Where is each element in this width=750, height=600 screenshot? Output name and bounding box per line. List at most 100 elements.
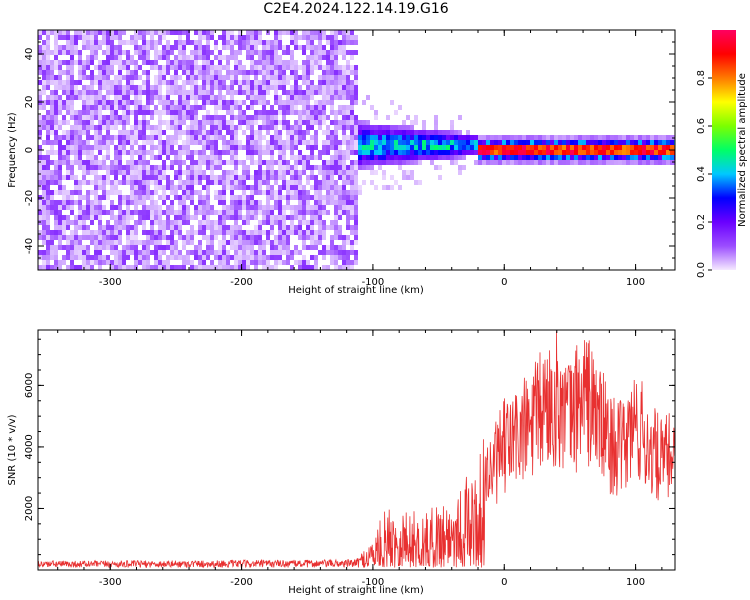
heatmap-cell — [346, 255, 350, 260]
heatmap-cell — [106, 85, 110, 90]
snr-line — [38, 331, 675, 569]
heatmap-cell — [266, 85, 270, 90]
heatmap-cell — [222, 120, 226, 125]
heatmap-cell — [238, 140, 242, 145]
heatmap-cell — [306, 95, 310, 100]
heatmap-cell — [246, 30, 250, 35]
heatmap-cell — [490, 135, 494, 140]
heatmap-cell — [410, 135, 414, 140]
heatmap-cell — [66, 155, 70, 160]
heatmap-cell — [414, 115, 418, 120]
heatmap-cell — [290, 255, 294, 260]
heatmap-cell — [282, 115, 286, 120]
heatmap-cell — [170, 135, 174, 140]
heatmap-cell — [274, 220, 278, 225]
heatmap-cell — [62, 220, 66, 225]
heatmap-cell — [122, 250, 126, 255]
heatmap-cell — [254, 60, 258, 65]
heatmap-cell — [166, 185, 170, 190]
heatmap-cell — [262, 105, 266, 110]
heatmap-cell — [206, 160, 210, 165]
heatmap-cell — [98, 225, 102, 230]
heatmap-cell — [422, 155, 426, 160]
heatmap-cell — [58, 220, 62, 225]
heatmap-cell — [126, 120, 130, 125]
heatmap-cell — [82, 220, 86, 225]
heatmap-cell — [318, 55, 322, 60]
heatmap-cell — [114, 145, 118, 150]
heatmap-cell — [66, 50, 70, 55]
heatmap-cell — [586, 145, 590, 150]
heatmap-cell — [374, 110, 378, 115]
heatmap-cell — [594, 145, 598, 150]
heatmap-cell — [270, 160, 274, 165]
heatmap-cell — [170, 30, 174, 35]
heatmap-cell — [334, 195, 338, 200]
heatmap-cell — [78, 255, 82, 260]
heatmap-cell — [258, 60, 262, 65]
heatmap-cell — [290, 85, 294, 90]
heatmap-cell — [150, 220, 154, 225]
heatmap-cell — [290, 130, 294, 135]
heatmap-cell — [478, 155, 482, 160]
heatmap-cell — [314, 85, 318, 90]
heatmap-cell — [242, 230, 246, 235]
heatmap-cell — [326, 265, 330, 270]
heatmap-cell — [354, 80, 358, 85]
heatmap-cell — [414, 130, 418, 135]
heatmap-cell — [142, 230, 146, 235]
heatmap-cell — [574, 145, 578, 150]
heatmap-cell — [70, 55, 74, 60]
heatmap-cell — [322, 175, 326, 180]
heatmap-cell — [210, 100, 214, 105]
heatmap-cell — [306, 175, 310, 180]
heatmap-cell — [350, 145, 354, 150]
heatmap-cell — [174, 65, 178, 70]
heatmap-cell — [202, 175, 206, 180]
heatmap-cell — [118, 50, 122, 55]
heatmap-cell — [314, 115, 318, 120]
heatmap-cell — [90, 235, 94, 240]
heatmap-cell — [118, 260, 122, 265]
heatmap-cell — [322, 250, 326, 255]
heatmap-cell — [310, 95, 314, 100]
heatmap-cell — [186, 70, 190, 75]
heatmap-cell — [142, 115, 146, 120]
heatmap-cell — [42, 240, 46, 245]
heatmap-cell — [262, 145, 266, 150]
heatmap-cell — [226, 230, 230, 235]
heatmap-cell — [318, 35, 322, 40]
heatmap-cell — [62, 60, 66, 65]
heatmap-cell — [438, 165, 442, 170]
heatmap-cell — [178, 265, 182, 270]
heatmap-cell — [38, 45, 42, 50]
heatmap-cell — [202, 250, 206, 255]
heatmap-cell — [662, 135, 666, 140]
heatmap-cell — [50, 105, 54, 110]
heatmap-cell — [322, 200, 326, 205]
heatmap-cell — [46, 225, 50, 230]
heatmap-cell — [202, 195, 206, 200]
heatmap-cell — [122, 220, 126, 225]
heatmap-cell — [454, 155, 458, 160]
heatmap-cell — [178, 115, 182, 120]
heatmap-cell — [266, 115, 270, 120]
heatmap-cell — [294, 30, 298, 35]
heatmap-cell — [62, 35, 66, 40]
heatmap-cell — [138, 100, 142, 105]
heatmap-cell — [302, 90, 306, 95]
heatmap-cell — [46, 140, 50, 145]
heatmap-cell — [206, 220, 210, 225]
heatmap-cell — [134, 205, 138, 210]
heatmap-cell — [230, 85, 234, 90]
heatmap-cell — [202, 225, 206, 230]
heatmap-cell — [134, 40, 138, 45]
heatmap-cell — [290, 220, 294, 225]
heatmap-cell — [350, 65, 354, 70]
heatmap-cell — [342, 120, 346, 125]
heatmap-cell — [98, 140, 102, 145]
heatmap-cell — [322, 230, 326, 235]
heatmap-cell — [310, 210, 314, 215]
heatmap-cell — [162, 230, 166, 235]
